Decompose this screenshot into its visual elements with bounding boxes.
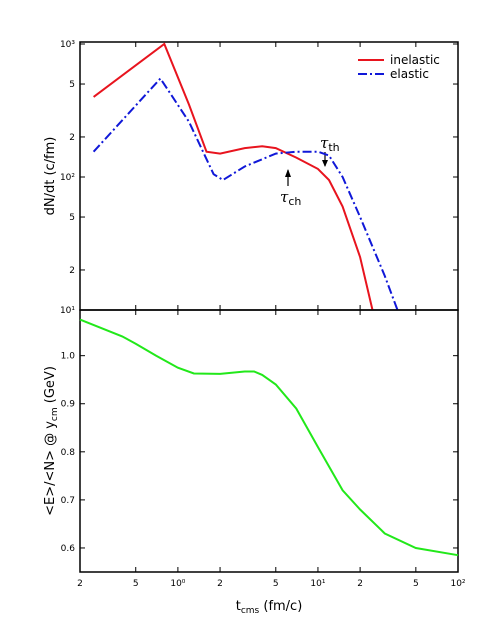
annotation: τth [320,134,340,154]
x-tick-label: 5 [413,579,419,589]
annotation-ch: τch [280,169,301,208]
series-line [93,42,374,311]
legend-label: elastic [390,67,429,81]
y-tick-label: 10¹ [60,306,75,316]
y-axis-label-sub: cm [50,407,60,421]
y-axis-label-unit: (GeV) [43,366,58,407]
x-tick-label: 2 [217,579,223,589]
y-tick-label: 5 [69,80,75,90]
y-tick-label: 0.8 [61,448,76,458]
legend-label: inelastic [390,53,440,67]
annotation-arrowhead [285,169,291,177]
x-tick-label: 5 [133,579,139,589]
x-axis-label-unit: (fm/c) [259,599,302,614]
y-axis-label-main: <E>/<N> @ y [43,421,58,516]
x-tick-label: 10⁰ [170,579,185,589]
y-tick-label: 0.9 [61,400,76,410]
annotation-sub: ch [288,195,301,208]
plot-frame [79,309,459,573]
x-tick-label: 10¹ [310,579,325,589]
y-tick-label: 10² [60,173,75,183]
y-tick-label: 0.7 [61,496,75,506]
annotation-arrowhead [322,160,328,167]
y-axis-label: dN/dt (c/fm) [43,137,58,216]
series-line [79,318,459,557]
x-axis-label-sub: cms [241,606,260,616]
annotation-th: τth [320,134,340,167]
x-axis-label-main: t [236,599,241,614]
x-axis-label: tcms (fm/c) [236,599,303,616]
y-tick-label: 10³ [60,40,75,50]
y-tick-label: 2 [69,133,75,143]
annotation-symbol: τ [320,134,329,152]
y-tick-label: 2 [69,266,75,276]
x-tick-label: 2 [77,579,83,589]
annotation-symbol: τ [280,188,289,206]
x-tick-label: 10² [450,579,465,589]
y-tick-label: 5 [69,213,75,223]
annotation-sub: th [328,141,339,154]
annotation: τch [280,188,301,208]
y-tick-label: 0.6 [61,544,76,554]
y-tick-label: 1.0 [61,352,76,362]
x-tick-label: 2 [357,579,363,589]
y-axis-label: <E>/<N> @ ycm (GeV) [43,366,60,516]
x-tick-label: 5 [273,579,279,589]
plot-frame [79,41,459,311]
series-line [92,76,399,311]
